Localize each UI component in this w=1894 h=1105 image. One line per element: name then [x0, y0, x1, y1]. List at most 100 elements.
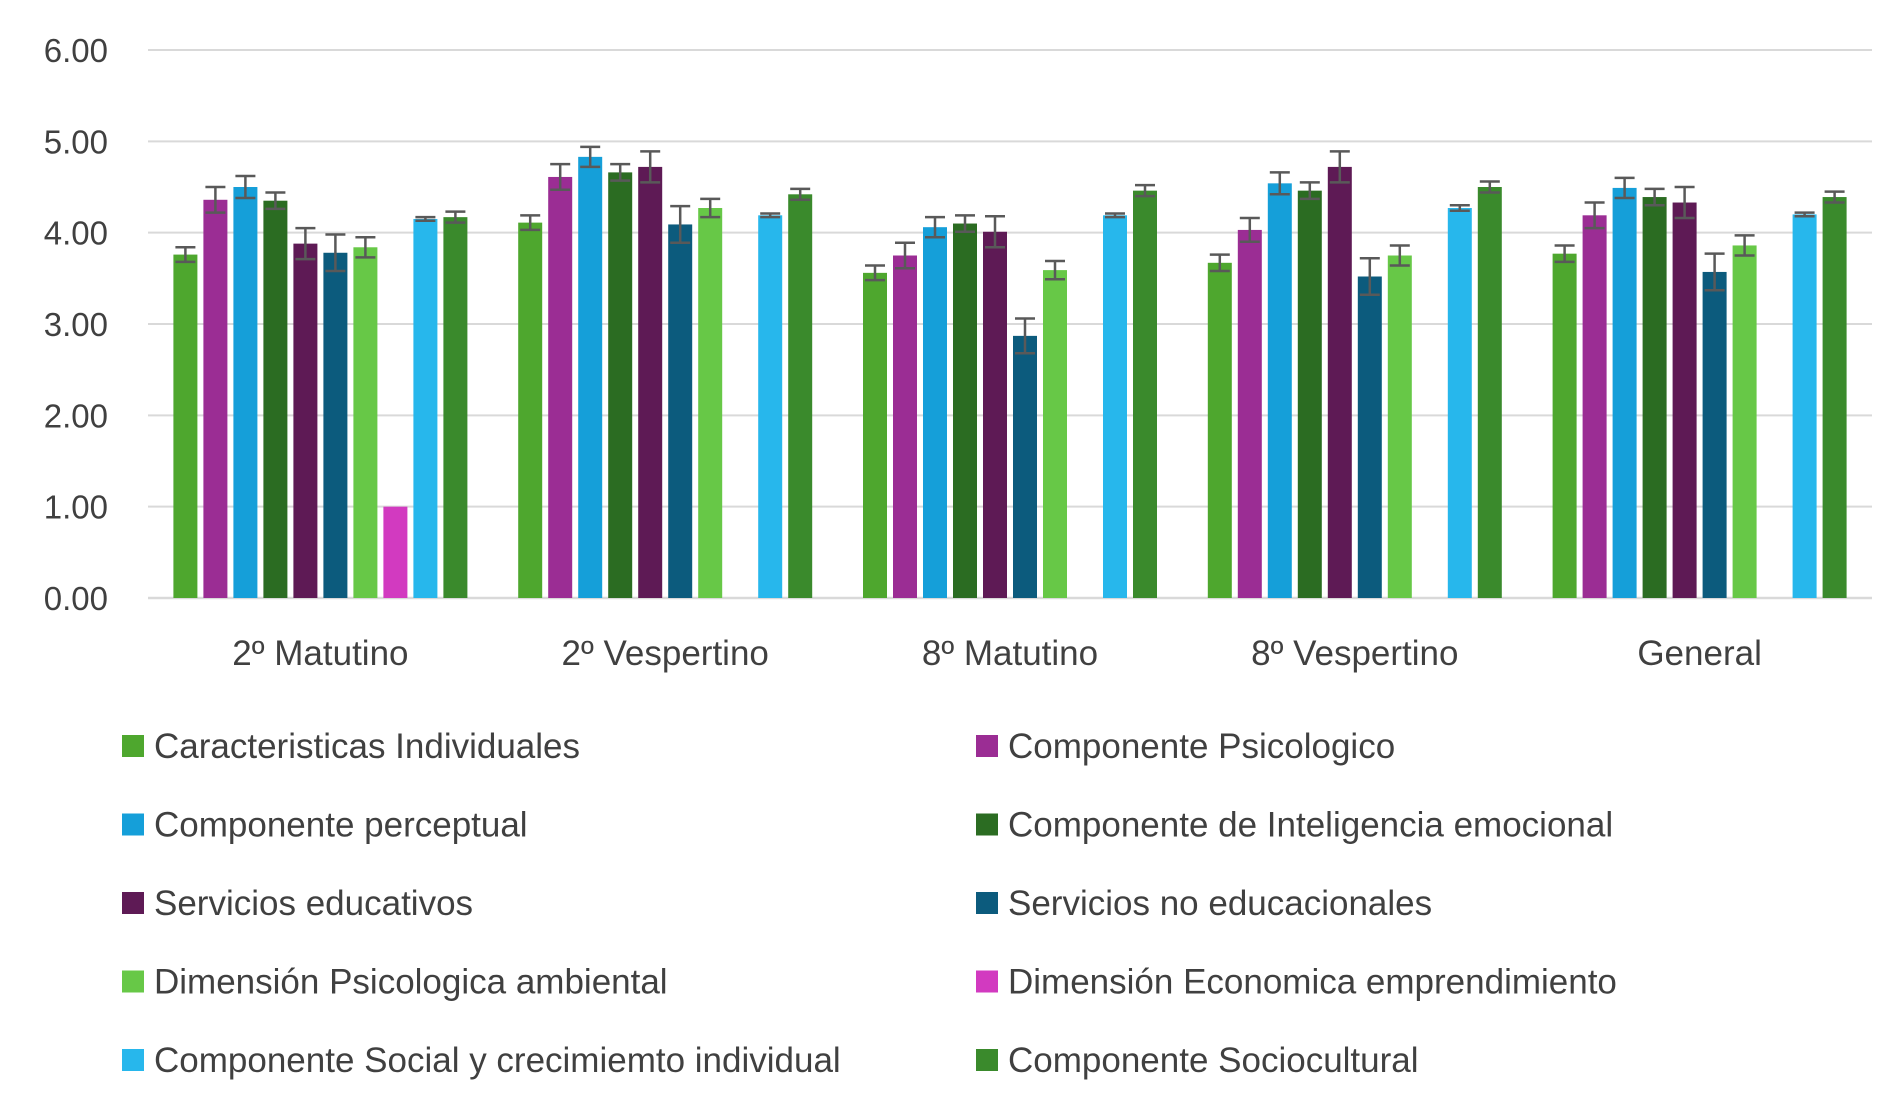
error-bar [1135, 183, 1155, 198]
x-axis-category-labels: 2º Matutino 2º Vespertino 8º Matutino 8º Ve… [232, 634, 1762, 673]
legend-swatch [976, 813, 998, 836]
bar [983, 231, 1007, 598]
error-bar [1389, 244, 1410, 267]
error-bar [445, 210, 466, 224]
bar [1357, 276, 1382, 598]
error-bar [1584, 201, 1605, 230]
error-bar [1794, 211, 1815, 218]
legend-entry-label: Componente de Inteligencia emocional [1008, 806, 1613, 845]
error-bar [790, 187, 811, 202]
category-label: 8º Matutino [922, 634, 1098, 673]
y-tick-label: 2.00 [44, 397, 108, 434]
y-tick-label: 6.00 [44, 32, 108, 69]
legend-entry-label: Servicios no educacionales [1008, 884, 1432, 923]
bar [1447, 208, 1472, 599]
bar [353, 247, 378, 598]
bar [668, 224, 693, 599]
error-bar [175, 246, 196, 264]
legend-entry-label: Componente Sociocultural [1008, 1041, 1419, 1080]
bar [1732, 245, 1757, 598]
bar [1612, 187, 1637, 598]
y-tick-label: 0.00 [44, 580, 108, 617]
bar [293, 243, 318, 599]
bar [1103, 215, 1127, 598]
y-tick-label: 5.00 [44, 123, 108, 160]
error-bar [1105, 212, 1125, 219]
bar [1477, 187, 1502, 598]
bar [203, 199, 228, 598]
bar [323, 252, 348, 598]
legend-entry-label: Servicios educativos [154, 884, 473, 923]
y-tick-label: 1.00 [44, 489, 108, 526]
error-bar [1824, 190, 1845, 204]
error-bar [295, 226, 316, 261]
bar [1552, 253, 1577, 598]
error-bar [1329, 150, 1350, 184]
error-bar [520, 214, 541, 232]
legend-entry-label: Dimensión Economica emprendimiento [1008, 963, 1617, 1002]
bar [518, 222, 543, 598]
bar [893, 255, 917, 598]
legend-swatch [976, 735, 998, 757]
error-bar [1015, 317, 1035, 355]
bar [953, 223, 977, 599]
error-bar [415, 215, 436, 223]
legend-entry-label: Componente Psicologico [1008, 727, 1395, 766]
bar [173, 254, 198, 598]
bar [1297, 190, 1322, 599]
error-bar [1209, 253, 1230, 273]
error-bar [955, 214, 975, 234]
bar [548, 176, 573, 598]
category-label: General [1637, 634, 1762, 673]
error-bar [640, 150, 661, 184]
bar [638, 166, 663, 598]
error-bar [550, 162, 571, 191]
bar [1582, 215, 1607, 598]
y-tick-label: 3.00 [44, 306, 108, 343]
error-bar [1299, 181, 1320, 201]
error-bar [1449, 204, 1470, 212]
error-bar [1644, 187, 1665, 207]
bar [413, 218, 438, 598]
bar [1043, 270, 1067, 598]
bar [758, 215, 783, 598]
bar [1672, 202, 1697, 598]
error-bar [760, 212, 781, 219]
error-bar [235, 174, 256, 200]
error-bar [205, 185, 226, 214]
legend-swatch [976, 892, 998, 914]
bar [578, 156, 603, 599]
error-bar [265, 191, 286, 211]
error-bar [1045, 259, 1065, 281]
error-bars [175, 145, 1845, 355]
error-bar [1734, 234, 1755, 257]
legend-swatch [122, 970, 144, 993]
bars [173, 156, 1847, 599]
error-bar [670, 204, 691, 244]
bar [1387, 255, 1412, 598]
bar [608, 172, 633, 599]
error-bar [895, 241, 915, 270]
bar [1207, 262, 1232, 598]
category-label: 2º Matutino [232, 634, 408, 673]
error-bar [580, 145, 601, 169]
bar [1642, 197, 1667, 598]
legend-swatch [122, 813, 144, 836]
error-bar [700, 197, 721, 219]
legend-entry-label: Caracteristicas Individuales [154, 727, 580, 766]
bar [233, 187, 258, 598]
y-tick-label: 4.00 [44, 215, 108, 252]
legend-swatch [122, 1049, 144, 1071]
bar [1133, 190, 1157, 599]
category-label: 8º Vespertino [1251, 634, 1458, 673]
error-bar [1554, 244, 1575, 264]
bar [863, 272, 887, 598]
bar [1792, 214, 1817, 598]
error-bar [1704, 252, 1725, 292]
error-bar [1239, 216, 1260, 244]
legend-swatch [976, 970, 998, 993]
bar [1013, 335, 1037, 598]
legend-entry-label: Componente Social y crecimiemto individu… [154, 1041, 841, 1080]
error-bar [865, 264, 885, 282]
